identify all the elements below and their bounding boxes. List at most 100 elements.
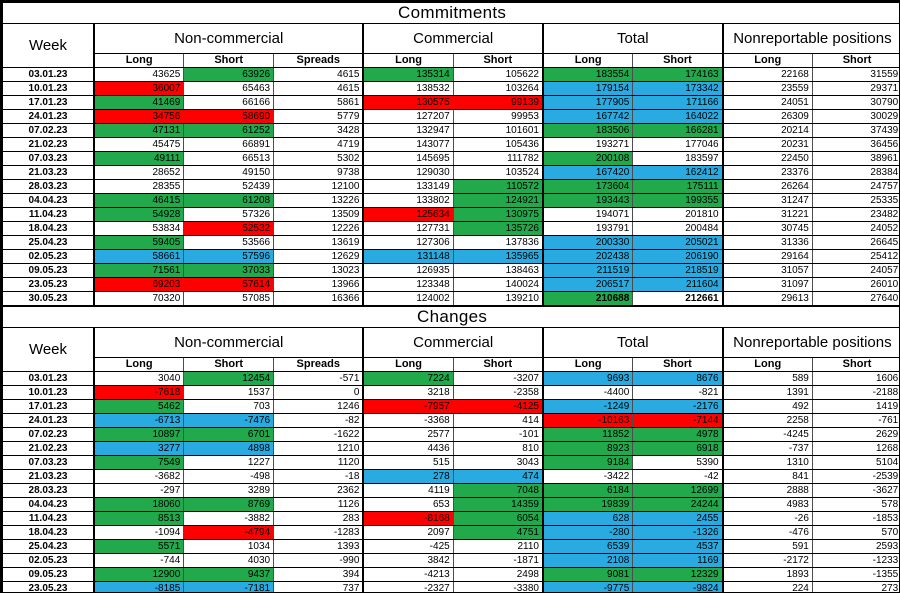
value-cell[interactable]: 135965: [452, 249, 544, 264]
value-cell[interactable]: 138463: [452, 263, 544, 278]
value-cell[interactable]: 2362: [273, 483, 364, 498]
value-cell[interactable]: 126935: [362, 263, 454, 278]
value-cell[interactable]: 58690: [183, 109, 275, 124]
value-cell[interactable]: 703: [183, 399, 275, 414]
value-cell[interactable]: 12900: [93, 567, 185, 582]
week-cell[interactable]: 07.03.23: [1, 455, 95, 470]
value-cell[interactable]: 23559: [721, 81, 813, 96]
value-cell[interactable]: 46415: [93, 193, 185, 208]
value-cell[interactable]: 2498: [452, 567, 544, 582]
value-cell[interactable]: -26: [721, 511, 813, 526]
value-cell[interactable]: -744: [93, 553, 185, 568]
value-cell[interactable]: 9437: [183, 567, 275, 582]
value-cell[interactable]: 124921: [452, 193, 544, 208]
value-cell[interactable]: 26309: [721, 109, 813, 124]
value-cell[interactable]: 143077: [362, 137, 454, 152]
value-cell[interactable]: -1355: [811, 567, 899, 582]
value-cell[interactable]: 0: [273, 385, 364, 400]
value-cell[interactable]: 3040: [93, 371, 185, 386]
week-cell[interactable]: 21.02.23: [1, 137, 95, 152]
week-cell[interactable]: 10.01.23: [1, 81, 95, 96]
value-cell[interactable]: 199355: [632, 193, 724, 208]
value-cell[interactable]: 200108: [541, 151, 634, 166]
value-cell[interactable]: 1227: [183, 455, 275, 470]
value-cell[interactable]: 29371: [811, 81, 899, 96]
value-cell[interactable]: 31559: [811, 67, 899, 82]
value-cell[interactable]: 47131: [93, 123, 185, 138]
value-cell[interactable]: 22168: [721, 67, 813, 82]
week-cell[interactable]: 03.01.23: [1, 67, 95, 82]
value-cell[interactable]: 59405: [93, 235, 185, 250]
value-cell[interactable]: 66513: [183, 151, 275, 166]
value-cell[interactable]: -737: [721, 441, 813, 456]
value-cell[interactable]: -3368: [362, 413, 454, 428]
value-cell[interactable]: 1419: [811, 399, 899, 414]
value-cell[interactable]: 201810: [632, 207, 724, 222]
week-cell[interactable]: 18.04.23: [1, 525, 95, 540]
value-cell[interactable]: 24052: [811, 221, 899, 236]
week-cell[interactable]: 17.01.23: [1, 399, 95, 414]
value-cell[interactable]: 211604: [632, 277, 724, 292]
value-cell[interactable]: 24051: [721, 95, 813, 110]
value-cell[interactable]: 29613: [721, 291, 813, 307]
value-cell[interactable]: 99953: [452, 109, 544, 124]
value-cell[interactable]: -7618: [93, 385, 185, 400]
value-cell[interactable]: -4213: [362, 567, 454, 582]
value-cell[interactable]: 2258: [721, 413, 813, 428]
value-cell[interactable]: 283: [273, 511, 364, 526]
value-cell[interactable]: 34756: [93, 109, 185, 124]
value-cell[interactable]: 414: [452, 413, 544, 428]
value-cell[interactable]: 205021: [632, 235, 724, 250]
value-cell[interactable]: 4898: [183, 441, 275, 456]
value-cell[interactable]: -1283: [273, 525, 364, 540]
value-cell[interactable]: 194071: [541, 207, 634, 222]
value-cell[interactable]: -571: [273, 371, 364, 386]
week-cell[interactable]: 07.02.23: [1, 427, 95, 442]
value-cell[interactable]: 2593: [811, 539, 899, 554]
value-cell[interactable]: 36456: [811, 137, 899, 152]
value-cell[interactable]: 69203: [93, 277, 185, 292]
value-cell[interactable]: 6054: [452, 511, 544, 526]
week-cell[interactable]: 21.03.23: [1, 165, 95, 180]
value-cell[interactable]: 179154: [541, 81, 634, 96]
value-cell[interactable]: 135314: [362, 67, 454, 82]
value-cell[interactable]: 41469: [93, 95, 185, 110]
week-cell[interactable]: 07.03.23: [1, 151, 95, 166]
value-cell[interactable]: 54928: [93, 207, 185, 222]
value-cell[interactable]: -7476: [183, 413, 275, 428]
value-cell[interactable]: 174163: [632, 67, 724, 82]
week-cell[interactable]: 04.04.23: [1, 497, 95, 512]
value-cell[interactable]: 474: [452, 469, 544, 484]
value-cell[interactable]: 1893: [721, 567, 813, 582]
value-cell[interactable]: -3380: [452, 581, 544, 592]
value-cell[interactable]: 4119: [362, 483, 454, 498]
value-cell[interactable]: -42: [632, 469, 724, 484]
value-cell[interactable]: 211519: [541, 263, 634, 278]
value-cell[interactable]: 578: [811, 497, 899, 512]
value-cell[interactable]: 127306: [362, 235, 454, 250]
week-cell[interactable]: 09.05.23: [1, 263, 95, 278]
value-cell[interactable]: -4400: [541, 385, 634, 400]
value-cell[interactable]: 37033: [183, 263, 275, 278]
value-cell[interactable]: 135726: [452, 221, 544, 236]
value-cell[interactable]: -3882: [183, 511, 275, 526]
value-cell[interactable]: 162412: [632, 165, 724, 180]
value-cell[interactable]: 12699: [632, 483, 724, 498]
week-cell[interactable]: 18.04.23: [1, 221, 95, 236]
value-cell[interactable]: 2455: [632, 511, 724, 526]
value-cell[interactable]: 6701: [183, 427, 275, 442]
value-cell[interactable]: -7181: [183, 581, 275, 592]
value-cell[interactable]: -8168: [362, 511, 454, 526]
value-cell[interactable]: 1034: [183, 539, 275, 554]
value-cell[interactable]: 2108: [541, 553, 634, 568]
value-cell[interactable]: -3627: [811, 483, 899, 498]
value-cell[interactable]: 2629: [811, 427, 899, 442]
value-cell[interactable]: 38961: [811, 151, 899, 166]
value-cell[interactable]: 3043: [452, 455, 544, 470]
week-cell[interactable]: 24.01.23: [1, 413, 95, 428]
value-cell[interactable]: 9693: [541, 371, 634, 386]
value-cell[interactable]: 394: [273, 567, 364, 582]
value-cell[interactable]: 492: [721, 399, 813, 414]
value-cell[interactable]: 218519: [632, 263, 724, 278]
value-cell[interactable]: -6713: [93, 413, 185, 428]
